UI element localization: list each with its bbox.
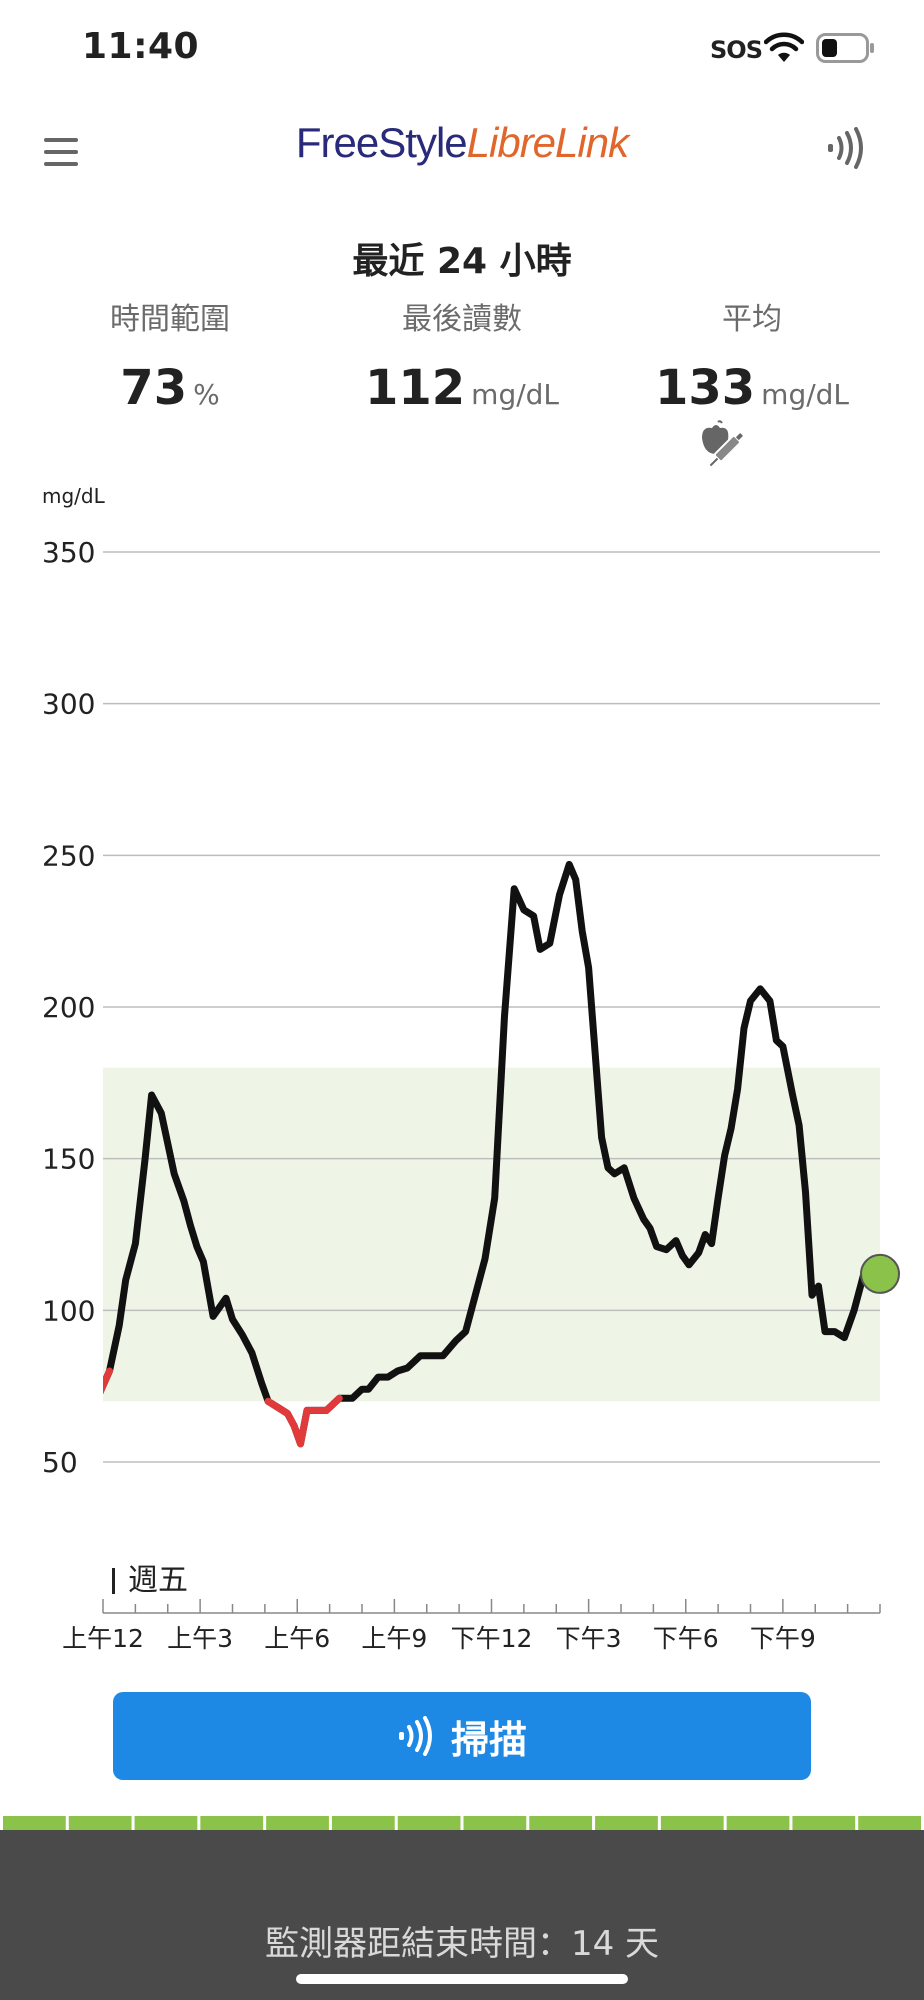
day-marker-line — [112, 1568, 115, 1594]
stat-average: 平均 133 mg/dL — [602, 294, 902, 416]
logo-librelink: LibreLink — [466, 119, 629, 166]
day-marker-label: 週五 — [128, 1563, 188, 1598]
app-logo: FreeStyleLibreLink — [0, 118, 924, 167]
stat-label: 最後讀數 — [402, 302, 522, 337]
sensor-day-segment — [529, 1816, 593, 1830]
y-tick-label: 50 — [42, 1446, 78, 1479]
sensor-remaining-text: 監測器距結束時間：14 天 — [264, 1924, 660, 1964]
battery-icon — [816, 33, 874, 63]
food-insulin-icon[interactable] — [696, 420, 752, 472]
y-axis-label: mg/dL — [42, 484, 106, 508]
sensor-day-segment — [68, 1816, 132, 1830]
glucose-line — [103, 860, 868, 1448]
x-tick-label: 下午3 — [556, 1624, 622, 1653]
sensor-day-segment — [660, 1816, 724, 1830]
y-tick-label: 300 — [42, 688, 95, 721]
day-marker: 週五 — [112, 1563, 188, 1598]
summary-title: 最近 24 小時 — [352, 241, 572, 282]
x-tick-label: 上午3 — [167, 1624, 233, 1653]
scan-button[interactable]: 掃描 — [113, 1692, 811, 1780]
sensor-footer: 監測器距結束時間：14 天 — [0, 1834, 924, 2000]
x-tick-label: 下午6 — [653, 1624, 719, 1653]
x-tick-label: 上午12 — [62, 1624, 144, 1653]
sensor-day-segment — [792, 1816, 856, 1830]
sensor-day-segment — [595, 1816, 658, 1830]
y-tick-label: 350 — [42, 536, 95, 569]
sensor-life-bar — [0, 1816, 924, 1834]
x-tick-label: 上午9 — [361, 1624, 427, 1653]
stat-unit: mg/dL — [761, 378, 850, 411]
y-tick-label: 150 — [42, 1143, 95, 1176]
stat-unit: mg/dL — [471, 378, 560, 411]
wifi-icon — [764, 32, 804, 62]
y-tick-label: 200 — [42, 991, 95, 1024]
sensor-day-segment — [200, 1816, 264, 1830]
scan-button-label: 掃描 — [450, 1717, 527, 1762]
current-reading-point — [860, 1253, 900, 1294]
y-tick-label: 100 — [42, 1294, 95, 1327]
nfc-scan-icon[interactable] — [826, 126, 870, 170]
stat-value: 133 — [654, 360, 756, 416]
home-indicator[interactable] — [296, 1974, 628, 1984]
stat-value: 112 — [364, 360, 466, 416]
sensor-day-segment — [858, 1816, 921, 1830]
stat-time-in-range: 時間範圍 73% — [20, 294, 320, 416]
sensor-day-segment — [463, 1816, 527, 1830]
status-sos: SOS — [710, 36, 763, 64]
stat-label: 時間範圍 — [110, 302, 230, 337]
sensor-day-segment — [3, 1816, 66, 1830]
sensor-day-segment — [726, 1816, 790, 1830]
y-tick-label: 250 — [42, 839, 95, 872]
stat-value: 73 — [120, 360, 188, 416]
logo-freestyle: FreeStyle — [295, 119, 468, 166]
nfc-scan-icon — [398, 1716, 432, 1756]
hamburger-menu-icon[interactable] — [44, 138, 80, 168]
stat-last-reading: 最後讀數 112 mg/dL — [312, 294, 612, 416]
glucose-chart: mg/dL 350 300 250 200 150 100 50 上午12 上午3 上午6 上午9… — [42, 484, 900, 1653]
low-glucose-segment — [264, 1394, 343, 1448]
low-glucose-segment — [103, 1367, 113, 1395]
x-tick-label: 下午12 — [451, 1624, 533, 1653]
status-time: 11:40 — [82, 26, 200, 67]
x-tick-label: 上午6 — [264, 1624, 330, 1653]
sensor-day-segment — [134, 1816, 198, 1830]
sensor-day-segment — [397, 1816, 461, 1830]
sensor-day-segment — [331, 1816, 395, 1830]
sensor-day-segment — [266, 1816, 329, 1830]
x-tick-label: 下午9 — [750, 1624, 816, 1653]
stat-label: 平均 — [722, 302, 782, 337]
stat-unit: % — [193, 378, 220, 411]
sensor-bar-base — [0, 1830, 924, 1834]
